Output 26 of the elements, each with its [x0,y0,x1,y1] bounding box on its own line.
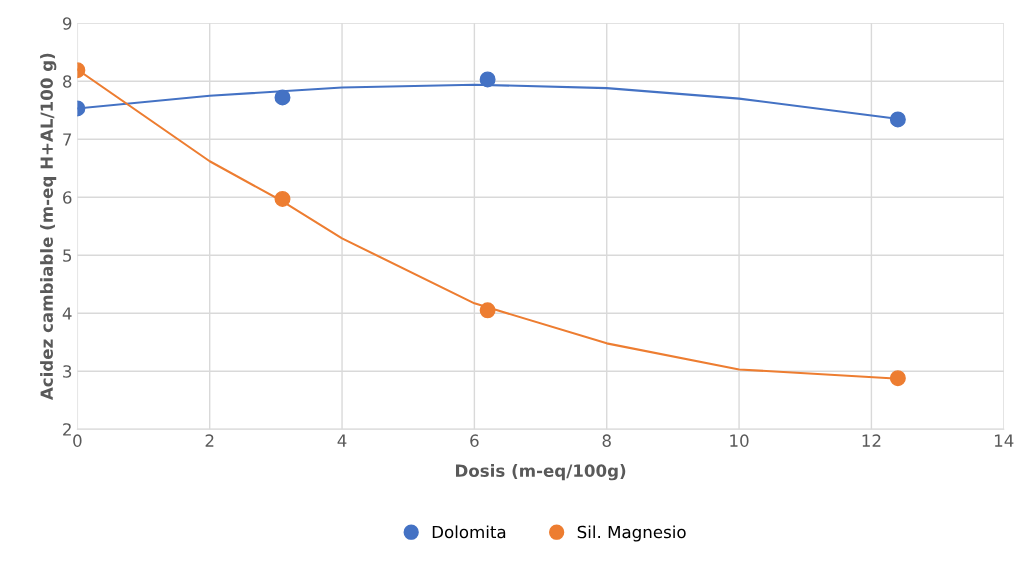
x-tick-label: 6 [470,434,479,447]
x-tick-label: 14 [994,434,1014,447]
point [889,370,906,387]
y-tick-label: 6 [63,191,72,204]
point [274,89,291,106]
y-axis-title: Acidez cambiable (m-eq H+AL/100 g) [40,53,57,401]
legend-label: Dolomita [432,525,506,539]
y-tick-label: 8 [63,75,72,88]
point [479,302,496,319]
x-tick-label: 8 [602,434,611,447]
y-tick-label: 5 [63,249,72,262]
y-tick-label: 9 [62,17,72,30]
y-tick-label: 3 [63,365,72,378]
point [479,71,496,88]
x-tick-label: 12 [862,434,881,447]
y-tick-label: 7 [63,133,72,146]
x-axis-title: Dosis (m-eq/100g) [455,464,626,481]
y-tick-label: 2 [63,423,71,436]
x-tick-label: 4 [337,434,347,447]
legend-label: Sil. Magnesio [577,525,686,542]
point [889,111,906,128]
point [274,190,291,207]
x-tick-label: 10 [730,434,749,447]
x-tick-label: 2 [205,434,214,447]
x-tick-label: 0 [73,434,82,447]
y-tick-label: 4 [62,307,72,320]
